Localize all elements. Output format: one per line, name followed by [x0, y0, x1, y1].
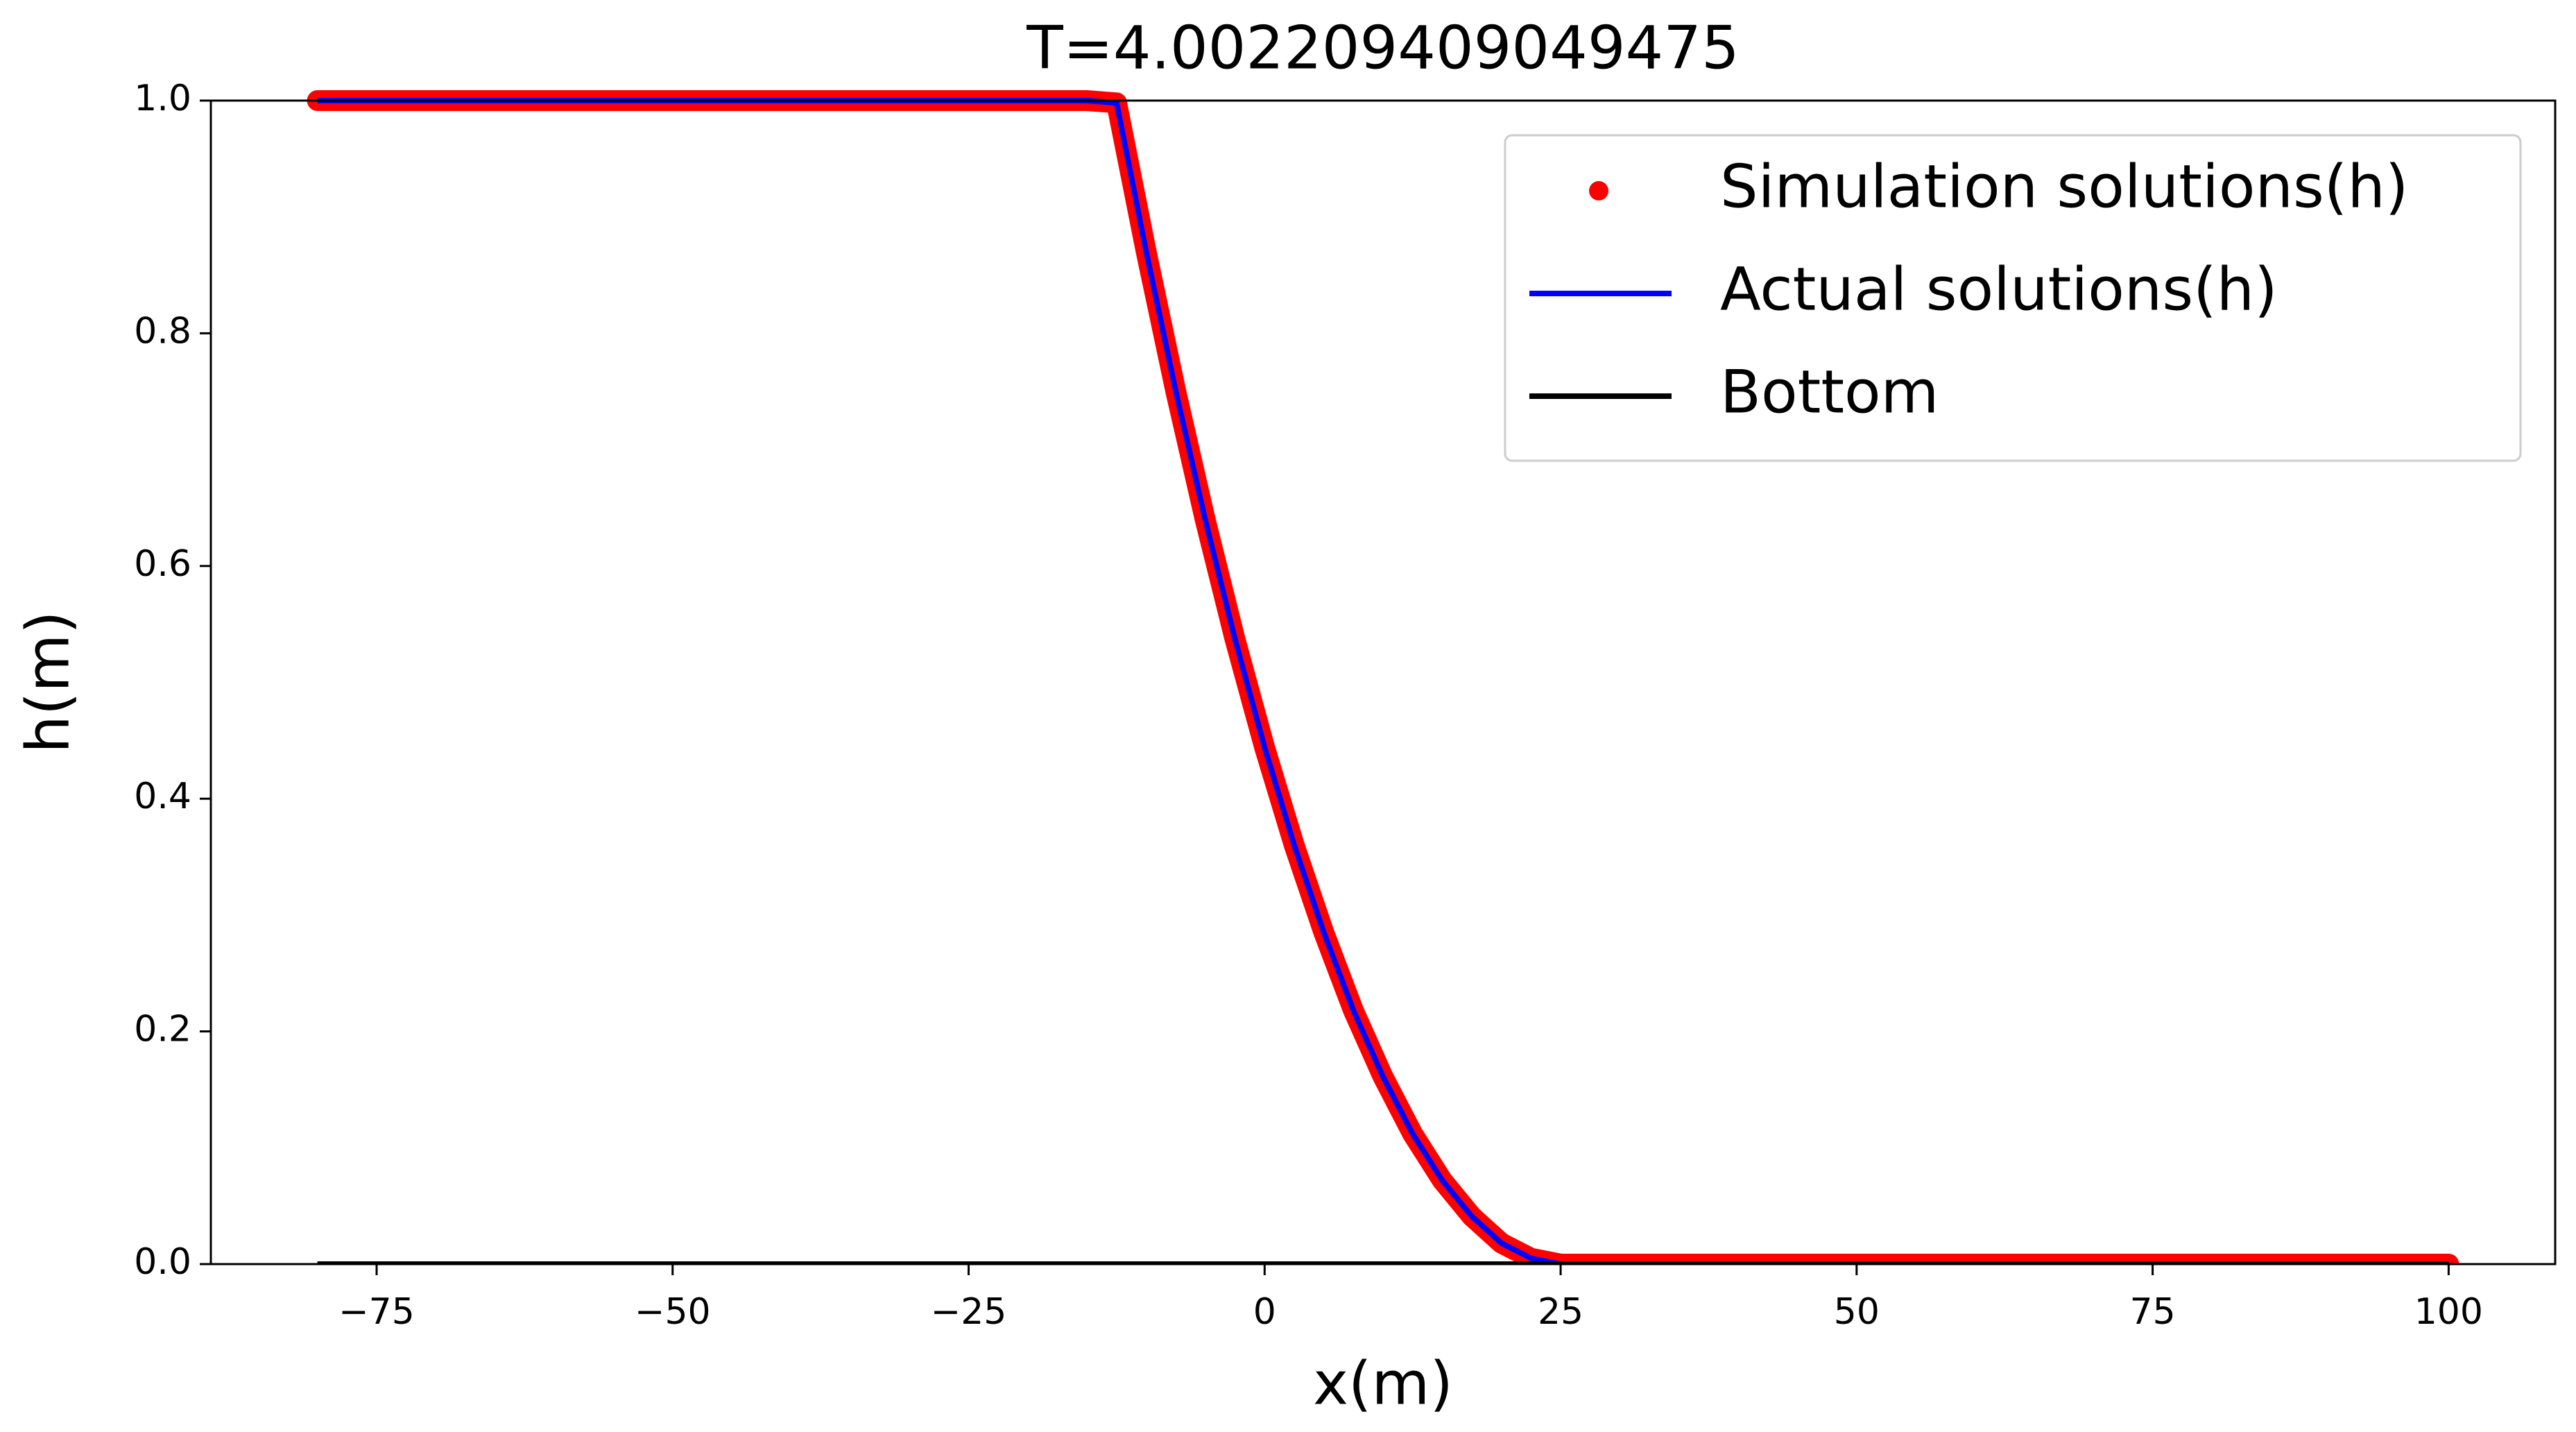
legend-label: Simulation solutions(h) [1720, 152, 2408, 221]
x-tick-label: 25 [1538, 1291, 1583, 1333]
y-tick-label: 0.8 [134, 310, 191, 352]
y-tick-label: 0.6 [134, 543, 191, 585]
x-tick-label: −50 [635, 1291, 711, 1333]
x-tick-label: −75 [338, 1291, 415, 1333]
axes-frame [209, 99, 2557, 1265]
legend-marker [1589, 181, 1608, 201]
legend-box [1504, 134, 2522, 462]
legend-label: Actual solutions(h) [1720, 255, 2278, 324]
x-tick-label: 50 [1834, 1291, 1880, 1333]
legend-label: Bottom [1720, 357, 1939, 427]
y-tick-label: 0.2 [134, 1009, 191, 1050]
x-tick-label: 100 [2414, 1291, 2483, 1333]
x-tick-label: 0 [1253, 1291, 1276, 1333]
chart-title: T=4.002209409049475 [1026, 13, 1739, 83]
x-tick-label: −25 [931, 1291, 1007, 1333]
x-tick-label: 75 [2130, 1291, 2176, 1333]
y-tick-label: 0.0 [134, 1241, 191, 1283]
x-axis-label: x(m) [1313, 1349, 1453, 1418]
y-tick-label: 0.4 [134, 776, 191, 817]
y-axis-label: h(m) [13, 611, 83, 753]
y-tick-label: 1.0 [134, 78, 191, 119]
